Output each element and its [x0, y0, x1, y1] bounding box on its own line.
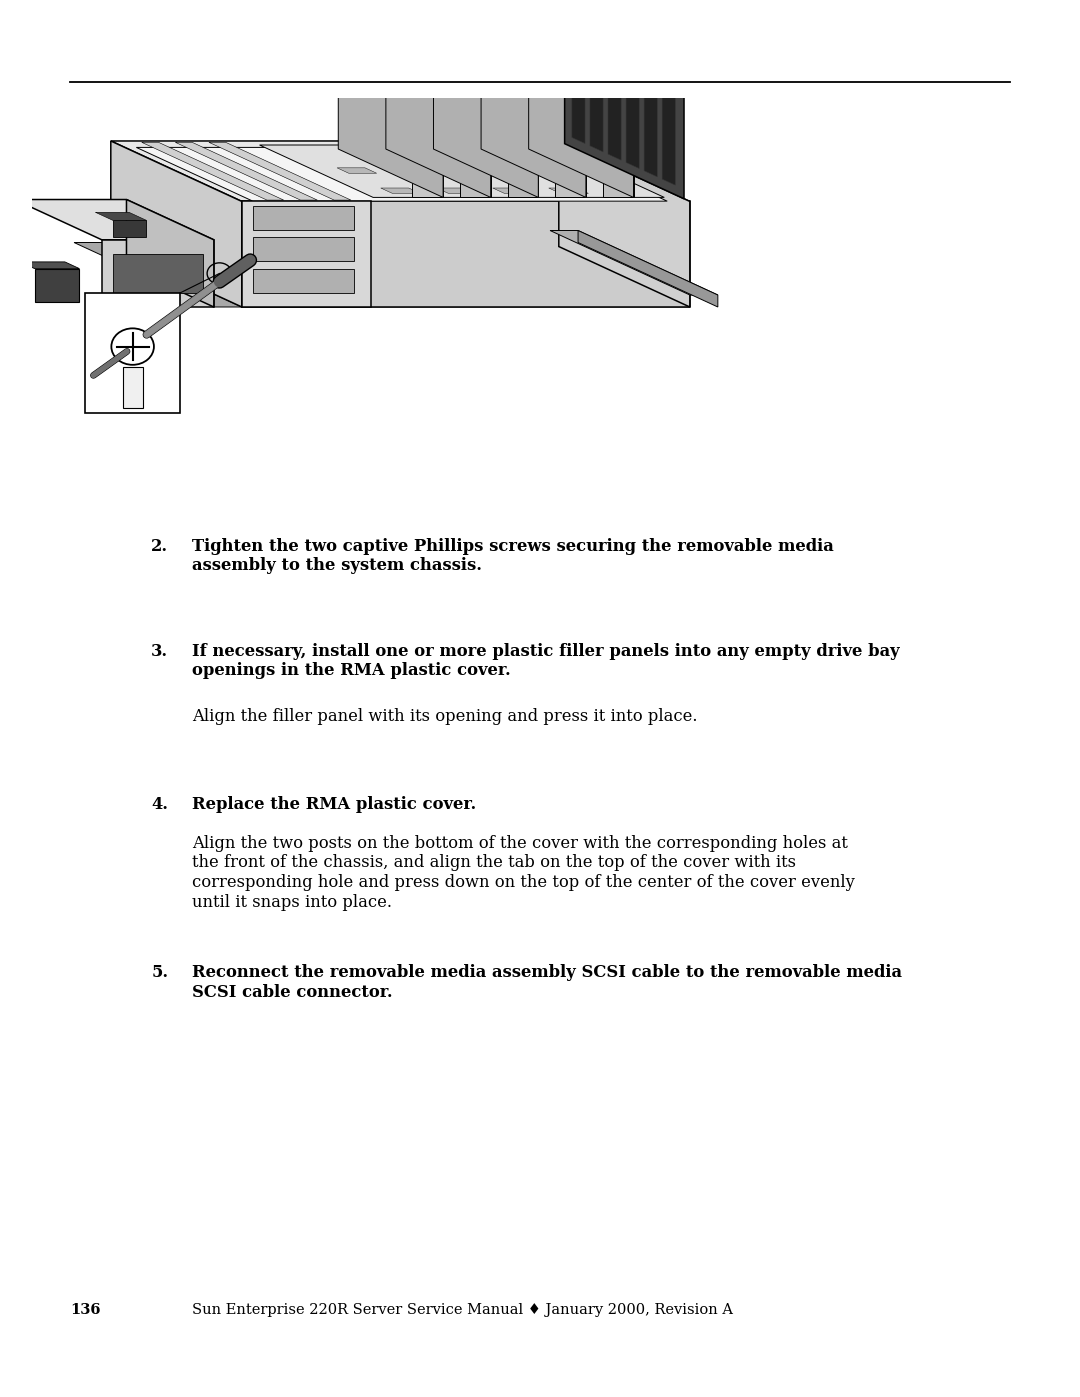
Text: 4.: 4. — [151, 796, 168, 813]
Polygon shape — [338, 29, 443, 197]
Text: 136: 136 — [70, 1303, 100, 1317]
Polygon shape — [449, 168, 488, 173]
Polygon shape — [21, 261, 80, 268]
Text: Tighten the two captive Phillips screws securing the removable media
assembly to: Tighten the two captive Phillips screws … — [192, 538, 834, 574]
Polygon shape — [460, 77, 490, 197]
Polygon shape — [111, 246, 690, 307]
Polygon shape — [550, 231, 718, 295]
Polygon shape — [175, 142, 318, 200]
Polygon shape — [381, 189, 420, 193]
Text: Align the two posts on the bottom of the cover with the corresponding holes at
t: Align the two posts on the bottom of the… — [192, 835, 855, 911]
Polygon shape — [644, 60, 658, 177]
Polygon shape — [572, 27, 585, 144]
Polygon shape — [393, 168, 433, 173]
Polygon shape — [549, 189, 589, 193]
Polygon shape — [308, 29, 443, 77]
Text: 2.: 2. — [151, 538, 168, 555]
Polygon shape — [141, 142, 284, 200]
Polygon shape — [508, 77, 538, 197]
Polygon shape — [590, 35, 603, 152]
Polygon shape — [126, 200, 214, 307]
Polygon shape — [102, 240, 214, 307]
Polygon shape — [492, 189, 532, 193]
Polygon shape — [35, 268, 80, 302]
Text: 5.: 5. — [151, 964, 168, 981]
Text: Reconnect the removable media assembly SCSI cable to the removable media
SCSI ca: Reconnect the removable media assembly S… — [192, 964, 902, 1000]
Polygon shape — [75, 243, 242, 307]
Polygon shape — [113, 254, 203, 292]
Polygon shape — [436, 189, 476, 193]
Polygon shape — [386, 29, 490, 197]
Polygon shape — [565, 10, 684, 198]
Polygon shape — [450, 29, 586, 77]
Polygon shape — [403, 29, 538, 77]
Bar — [85, 292, 180, 412]
Polygon shape — [433, 29, 538, 197]
Polygon shape — [481, 29, 586, 197]
Polygon shape — [253, 237, 354, 261]
Polygon shape — [112, 221, 147, 237]
Polygon shape — [208, 142, 351, 200]
Polygon shape — [95, 212, 147, 221]
Polygon shape — [136, 148, 667, 201]
Polygon shape — [505, 168, 544, 173]
Text: If necessary, install one or more plastic filler panels into any empty drive bay: If necessary, install one or more plasti… — [192, 643, 900, 679]
Polygon shape — [355, 29, 490, 77]
Polygon shape — [558, 141, 690, 307]
Polygon shape — [242, 201, 690, 307]
Text: Sun Enterprise 220R Server Service Manual ♦ January 2000, Revision A: Sun Enterprise 220R Server Service Manua… — [192, 1303, 733, 1317]
Polygon shape — [555, 77, 586, 197]
Polygon shape — [337, 168, 377, 173]
Text: Replace the RMA plastic cover.: Replace the RMA plastic cover. — [192, 796, 476, 813]
Text: 3.: 3. — [151, 643, 168, 659]
Polygon shape — [111, 141, 690, 201]
Polygon shape — [498, 29, 634, 77]
Polygon shape — [662, 68, 675, 186]
Polygon shape — [253, 268, 354, 292]
Polygon shape — [111, 141, 242, 307]
Polygon shape — [603, 77, 634, 197]
Polygon shape — [529, 29, 634, 197]
Polygon shape — [413, 77, 443, 197]
Polygon shape — [259, 145, 664, 197]
Polygon shape — [608, 43, 621, 161]
Text: Align the filler panel with its opening and press it into place.: Align the filler panel with its opening … — [192, 708, 698, 725]
Polygon shape — [578, 231, 718, 307]
Polygon shape — [14, 200, 214, 240]
Polygon shape — [242, 201, 370, 307]
Polygon shape — [253, 207, 354, 231]
Bar — [122, 367, 143, 408]
Polygon shape — [626, 52, 639, 169]
